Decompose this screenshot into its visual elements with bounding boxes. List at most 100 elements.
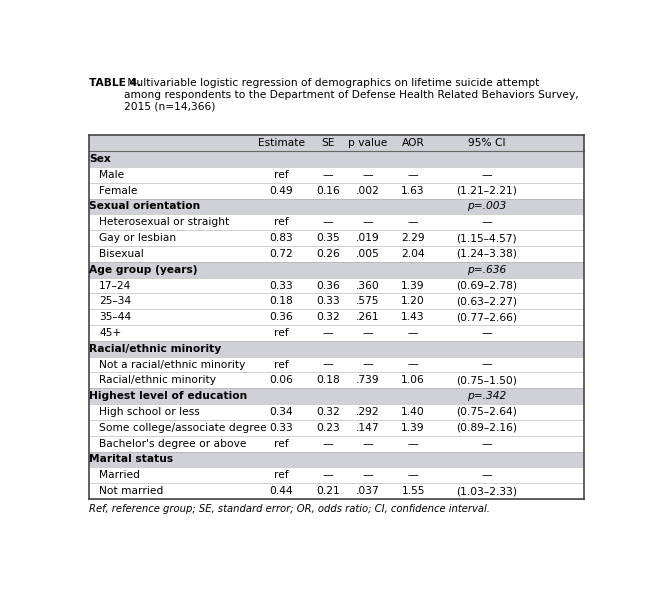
Text: Sex: Sex [89,154,111,164]
Text: 0.83: 0.83 [270,233,293,243]
Text: Marital status: Marital status [89,454,173,465]
Text: 0.72: 0.72 [270,249,293,259]
Text: 1.06: 1.06 [401,375,425,386]
Text: Heterosexual or straight: Heterosexual or straight [99,217,230,228]
Text: .360: .360 [356,280,379,290]
Text: 0.33: 0.33 [270,423,293,433]
Text: .292: .292 [356,407,379,417]
Text: 0.18: 0.18 [270,296,293,307]
Text: 0.36: 0.36 [270,312,293,322]
Text: —: — [362,359,373,369]
Text: Not married: Not married [99,486,164,496]
Text: 2.29: 2.29 [402,233,425,243]
Text: .019: .019 [356,233,379,243]
Text: (0.75–1.50): (0.75–1.50) [456,375,517,386]
Text: SE: SE [321,138,335,148]
Text: Male: Male [99,170,125,180]
Text: —: — [323,359,334,369]
Text: Age group (years): Age group (years) [89,265,198,274]
Text: High school or less: High school or less [99,407,200,417]
Text: —: — [481,170,492,180]
Text: .261: .261 [356,312,379,322]
Text: —: — [323,470,334,480]
FancyBboxPatch shape [89,167,584,183]
FancyBboxPatch shape [89,451,584,467]
Text: Ref, reference group; SE, standard error; OR, odds ratio; CI, confidence interva: Ref, reference group; SE, standard error… [89,504,490,514]
Text: Female: Female [99,186,138,195]
Text: .005: .005 [356,249,379,259]
Text: (0.63–2.27): (0.63–2.27) [456,296,517,307]
Text: (1.24–3.38): (1.24–3.38) [456,249,517,259]
FancyBboxPatch shape [89,341,584,356]
Text: 0.44: 0.44 [270,486,293,496]
Text: 0.33: 0.33 [270,280,293,290]
Text: 0.32: 0.32 [316,312,340,322]
Text: 45+: 45+ [99,328,121,338]
Text: ref: ref [274,438,289,448]
Text: —: — [407,470,419,480]
FancyBboxPatch shape [89,246,584,262]
Text: Bisexual: Bisexual [99,249,144,259]
Text: Some college/associate degree: Some college/associate degree [99,423,267,433]
Text: Racial/ethnic minority: Racial/ethnic minority [99,375,216,386]
Text: 0.06: 0.06 [270,375,293,386]
Text: —: — [407,438,419,448]
Text: 1.43: 1.43 [402,312,425,322]
Text: ref: ref [274,359,289,369]
Text: ref: ref [274,170,289,180]
FancyBboxPatch shape [89,214,584,230]
Text: 0.33: 0.33 [316,296,340,307]
FancyBboxPatch shape [89,404,584,420]
FancyBboxPatch shape [89,372,584,388]
FancyBboxPatch shape [89,198,584,214]
Text: 1.20: 1.20 [401,296,425,307]
Text: TABLE 4.: TABLE 4. [89,78,141,88]
Text: Racial/ethnic minority: Racial/ethnic minority [89,344,221,354]
Text: .575: .575 [356,296,379,307]
Text: 1.55: 1.55 [402,486,425,496]
Text: p=.003: p=.003 [467,201,506,211]
Text: 2.04: 2.04 [401,249,425,259]
FancyBboxPatch shape [89,151,584,167]
Text: 0.26: 0.26 [316,249,340,259]
Text: (1.03–2.33): (1.03–2.33) [456,486,517,496]
Text: —: — [481,217,492,228]
Text: 35–44: 35–44 [99,312,132,322]
Text: —: — [323,438,334,448]
Text: —: — [407,328,419,338]
Text: —: — [481,438,492,448]
Text: 0.23: 0.23 [316,423,340,433]
Text: 0.16: 0.16 [316,186,340,195]
Text: (1.15–4.57): (1.15–4.57) [456,233,517,243]
Text: Married: Married [99,470,140,480]
Text: 0.49: 0.49 [270,186,293,195]
Text: —: — [481,328,492,338]
Text: —: — [407,359,419,369]
FancyBboxPatch shape [89,325,584,341]
Text: p=.636: p=.636 [467,265,506,274]
Text: ref: ref [274,328,289,338]
Text: 17–24: 17–24 [99,280,132,290]
Text: —: — [362,328,373,338]
Text: 1.39: 1.39 [402,280,425,290]
FancyBboxPatch shape [89,420,584,435]
Text: 1.39: 1.39 [402,423,425,433]
FancyBboxPatch shape [89,483,584,499]
Text: 95% CI: 95% CI [468,138,505,148]
Text: 1.40: 1.40 [401,407,425,417]
Text: (0.69–2.78): (0.69–2.78) [456,280,517,290]
FancyBboxPatch shape [89,435,584,451]
Text: Sexual orientation: Sexual orientation [89,201,200,211]
Text: 0.32: 0.32 [316,407,340,417]
Text: —: — [481,359,492,369]
Text: —: — [362,438,373,448]
FancyBboxPatch shape [89,230,584,246]
FancyBboxPatch shape [89,293,584,309]
Text: p value: p value [348,138,387,148]
Text: 0.34: 0.34 [270,407,293,417]
Text: ref: ref [274,470,289,480]
Text: 1.63: 1.63 [402,186,425,195]
Text: (0.75–2.64): (0.75–2.64) [456,407,517,417]
FancyBboxPatch shape [89,467,584,483]
Text: Bachelor's degree or above: Bachelor's degree or above [99,438,247,448]
